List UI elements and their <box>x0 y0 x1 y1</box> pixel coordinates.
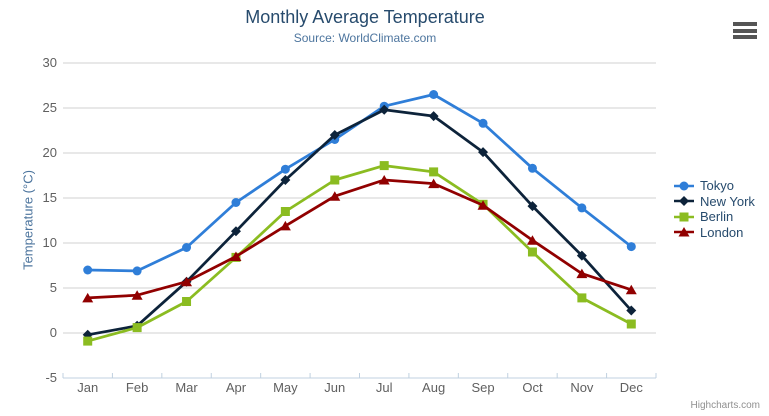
marker-london[interactable] <box>378 175 390 185</box>
marker-london[interactable] <box>526 235 538 245</box>
x-axis-label: Dec <box>620 380 644 395</box>
y-axis-label: 20 <box>43 145 57 160</box>
circle-legend-icon <box>674 181 694 191</box>
hamburger-bar <box>733 35 757 39</box>
x-axis-label: Nov <box>570 380 594 395</box>
legend-item-tokyo[interactable]: Tokyo <box>673 178 755 194</box>
legend-label: Tokyo <box>700 178 734 194</box>
marker-london[interactable] <box>131 290 143 300</box>
legend-label: New York <box>700 193 755 209</box>
y-axis-label: -5 <box>45 370 57 385</box>
marker-london[interactable] <box>230 251 242 262</box>
marker-tokyo[interactable] <box>280 164 290 174</box>
marker-tokyo[interactable] <box>626 242 636 252</box>
marker-berlin[interactable] <box>577 293 587 303</box>
marker-berlin[interactable] <box>429 167 439 177</box>
marker-london[interactable] <box>625 284 637 295</box>
marker-new-york[interactable] <box>280 175 291 185</box>
x-axis-label: May <box>273 380 298 395</box>
legend: Tokyo New York Berlin London <box>673 178 755 240</box>
diamond-legend-icon <box>674 196 694 207</box>
marker-tokyo[interactable] <box>231 198 241 207</box>
marker-berlin[interactable] <box>379 161 389 171</box>
marker-new-york[interactable] <box>527 201 538 212</box>
square-legend-icon <box>674 212 694 222</box>
hamburger-bar <box>733 22 757 26</box>
marker-london[interactable] <box>279 220 291 231</box>
credits-link[interactable]: Highcharts.com <box>690 400 760 411</box>
marker-london[interactable] <box>82 292 94 303</box>
x-axis-label: Feb <box>126 380 148 395</box>
y-axis-label: 15 <box>43 190 57 205</box>
marker-berlin[interactable] <box>132 323 142 333</box>
legend-label: Berlin <box>700 209 734 225</box>
marker-new-york[interactable] <box>329 130 340 140</box>
marker-berlin[interactable] <box>83 336 93 346</box>
series-line-berlin[interactable] <box>87 164 632 343</box>
marker-tokyo[interactable] <box>132 266 142 276</box>
x-axis-label: Jul <box>376 380 393 395</box>
legend-marker-london <box>678 227 690 237</box>
x-axis-label: Mar <box>175 380 198 395</box>
legend-item-london[interactable]: London <box>673 225 755 241</box>
marker-new-york[interactable] <box>379 104 390 115</box>
chart-subtitle: Source: WorldClimate.com <box>293 31 437 45</box>
legend-marker-berlin <box>679 212 689 222</box>
marker-tokyo[interactable] <box>182 243 192 252</box>
legend-label: London <box>700 224 744 240</box>
legend-marker-tokyo <box>679 181 689 191</box>
x-axis-label: Jun <box>324 380 345 395</box>
y-axis-label: 0 <box>50 325 57 340</box>
marker-london[interactable] <box>576 268 588 279</box>
legend-item-new-york[interactable]: New York <box>673 194 755 210</box>
marker-berlin[interactable] <box>280 207 290 216</box>
y-axis-label: 5 <box>50 280 57 295</box>
marker-tokyo[interactable] <box>478 118 488 128</box>
legend-marker-new-york <box>679 196 689 207</box>
series-line-london[interactable] <box>87 178 632 300</box>
marker-tokyo[interactable] <box>429 90 439 99</box>
marker-new-york[interactable] <box>626 305 637 316</box>
x-axis-label: Apr <box>226 380 247 395</box>
x-axis-label: Sep <box>471 380 494 395</box>
marker-tokyo[interactable] <box>577 203 587 213</box>
marker-berlin[interactable] <box>626 319 636 329</box>
y-axis-label: 25 <box>43 100 57 115</box>
y-axis-label: 30 <box>43 55 57 70</box>
marker-new-york[interactable] <box>576 250 587 261</box>
marker-london[interactable] <box>329 191 341 201</box>
legend-item-berlin[interactable]: Berlin <box>673 209 755 225</box>
marker-berlin[interactable] <box>182 297 192 306</box>
hamburger-menu-icon[interactable] <box>733 22 757 39</box>
y-axis-title: Temperature (°C) <box>20 170 36 270</box>
y-axis-label: 10 <box>43 235 57 250</box>
marker-berlin[interactable] <box>527 247 537 257</box>
marker-berlin[interactable] <box>330 175 340 185</box>
marker-tokyo[interactable] <box>527 163 537 173</box>
triangle-legend-icon <box>674 227 694 237</box>
marker-london[interactable] <box>428 178 440 189</box>
chart-title: Monthly Average Temperature <box>245 7 485 27</box>
x-axis-label: Jan <box>77 380 98 395</box>
marker-new-york[interactable] <box>428 111 439 122</box>
hamburger-bar <box>733 28 757 33</box>
x-axis-label: Oct <box>522 380 543 395</box>
x-axis-label: Aug <box>422 380 445 395</box>
marker-london[interactable] <box>477 200 489 210</box>
marker-new-york[interactable] <box>478 147 489 158</box>
series-line-new-york[interactable] <box>87 108 633 337</box>
marker-tokyo[interactable] <box>83 265 93 275</box>
marker-london[interactable] <box>181 276 193 287</box>
marker-new-york[interactable] <box>230 226 241 237</box>
